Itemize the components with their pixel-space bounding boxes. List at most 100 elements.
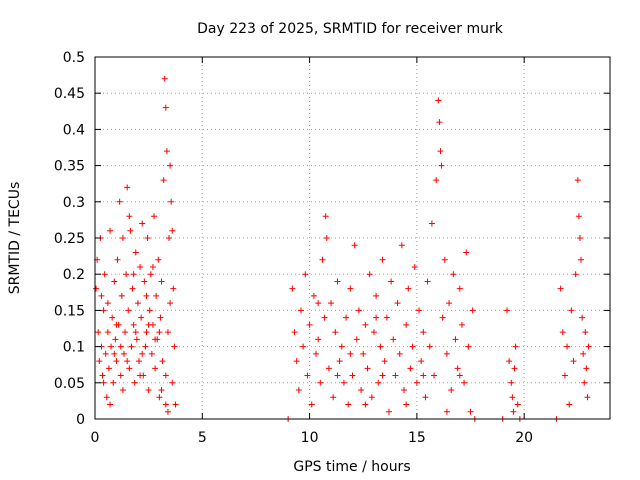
data-point: [132, 329, 139, 336]
data-point: [102, 350, 109, 357]
data-point: [418, 358, 425, 365]
data-points: [93, 75, 592, 422]
x-axis-ticks: 0 5 10 15 20: [91, 57, 533, 446]
data-point: [167, 162, 174, 169]
x-tick-label: 20: [515, 430, 533, 446]
y-tick-label: 0.15: [54, 303, 85, 319]
y-tick-label: 0.45: [54, 86, 85, 102]
data-point: [366, 271, 373, 278]
data-point: [383, 314, 390, 321]
data-point: [138, 314, 145, 321]
data-point: [510, 408, 517, 415]
data-point: [458, 321, 465, 328]
data-point: [126, 365, 133, 372]
data-point: [431, 372, 438, 379]
data-point: [317, 379, 324, 386]
data-point: [385, 408, 392, 415]
data-point: [117, 343, 124, 350]
data-point: [578, 256, 585, 263]
data-point: [293, 358, 300, 365]
x-tick-label: 10: [301, 430, 319, 446]
data-point: [340, 379, 347, 386]
data-point: [450, 271, 457, 278]
data-point: [157, 314, 164, 321]
data-point: [443, 408, 450, 415]
x-tick-label: 15: [408, 430, 426, 446]
data-point: [334, 372, 341, 379]
data-point: [347, 350, 354, 357]
data-point: [390, 336, 397, 343]
data-point: [129, 285, 136, 292]
data-point: [104, 329, 111, 336]
data-point: [576, 235, 583, 241]
data-point: [403, 321, 410, 328]
data-point: [566, 401, 573, 408]
data-point: [152, 365, 159, 372]
data-point: [130, 321, 137, 328]
data-point: [416, 307, 423, 314]
data-point: [103, 394, 110, 401]
data-point: [396, 350, 403, 357]
data-point: [300, 343, 307, 350]
data-point: [146, 307, 153, 314]
data-point: [162, 104, 169, 111]
data-point: [584, 394, 591, 401]
data-point: [443, 350, 450, 357]
data-point: [409, 343, 416, 350]
data-point: [411, 263, 418, 270]
data-point: [124, 358, 131, 365]
data-point: [164, 329, 171, 336]
data-point: [428, 220, 435, 227]
data-point: [152, 336, 159, 343]
data-point: [171, 343, 178, 350]
data-point: [123, 271, 130, 278]
data-point: [454, 365, 461, 372]
data-point: [448, 387, 455, 394]
data-point: [420, 372, 427, 379]
data-point: [368, 394, 375, 401]
data-point: [105, 365, 112, 372]
data-point: [291, 329, 298, 336]
data-point: [145, 321, 152, 328]
data-point: [110, 379, 117, 386]
y-axis-ticks: 0 0.05 0.1 0.15 0.2 0.25 0.3 0.35 0.4 0.45 0.5: [54, 50, 610, 428]
data-point: [433, 177, 440, 184]
data-point: [126, 213, 133, 220]
data-point: [310, 292, 317, 299]
data-point: [158, 387, 165, 394]
data-point: [583, 365, 590, 372]
data-point: [377, 343, 384, 350]
chart-title: Day 223 of 2025, SRMTID for receiver mur…: [197, 21, 504, 37]
data-point: [107, 401, 114, 408]
data-point: [375, 379, 382, 386]
data-point: [289, 285, 296, 292]
data-point: [155, 256, 162, 263]
data-point: [151, 213, 158, 220]
data-point: [469, 307, 476, 314]
data-point: [508, 379, 515, 386]
data-point: [334, 278, 341, 285]
data-point: [319, 256, 326, 263]
data-point: [167, 300, 174, 307]
y-axis-label: SRMTID / TECUs: [7, 182, 23, 295]
data-point: [109, 314, 116, 321]
data-point: [506, 358, 513, 365]
data-point: [456, 372, 463, 379]
data-point: [156, 329, 163, 336]
y-tick-label: 0.05: [54, 376, 85, 392]
data-point: [467, 408, 474, 415]
data-point: [437, 148, 444, 155]
data-point: [388, 278, 395, 285]
data-point: [127, 227, 134, 234]
data-point: [118, 292, 125, 299]
data-point: [142, 343, 149, 350]
data-point: [407, 365, 414, 372]
data-point: [325, 365, 332, 372]
data-point: [362, 401, 369, 408]
data-point: [581, 379, 588, 386]
data-point: [313, 350, 320, 357]
data-point: [461, 379, 468, 386]
data-point: [574, 177, 581, 184]
data-point: [168, 198, 175, 205]
data-point: [355, 307, 362, 314]
